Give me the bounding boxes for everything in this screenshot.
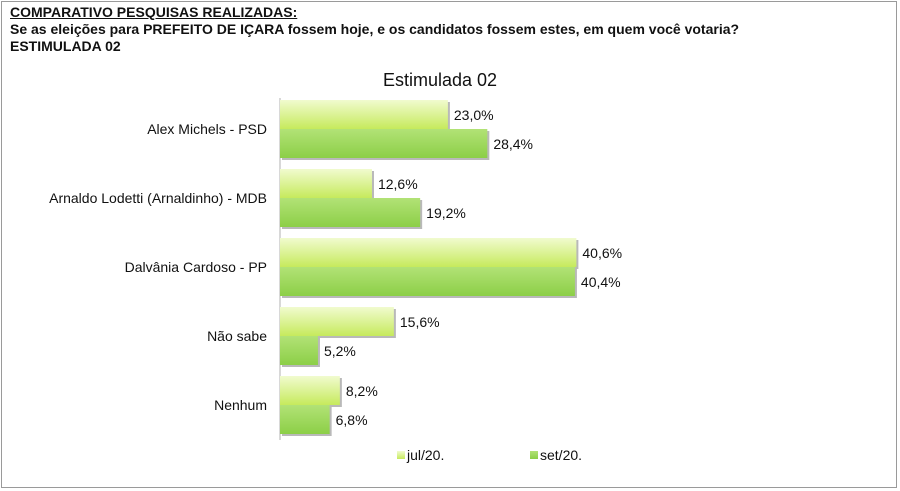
legend-swatch-set — [530, 451, 538, 459]
data-label: 8,2% — [346, 383, 378, 399]
data-label: 12,6% — [378, 176, 418, 192]
data-label: 40,6% — [582, 245, 622, 261]
data-label: 5,2% — [324, 343, 356, 359]
category-label: Nenhum — [214, 397, 267, 413]
category-label: Alex Michels - PSD — [147, 121, 267, 137]
bar-jul — [280, 238, 577, 267]
bar-set — [280, 405, 330, 434]
category-label: Arnaldo Lodetti (Arnaldinho) - MDB — [49, 190, 267, 206]
bar-jul — [280, 307, 394, 336]
data-label: 6,8% — [336, 412, 368, 428]
bar-set — [280, 198, 421, 227]
report-heading: COMPARATIVO PESQUISAS REALIZADAS: — [10, 4, 298, 20]
bar-jul — [280, 100, 448, 129]
survey-type: ESTIMULADA 02 — [10, 38, 121, 54]
data-label: 28,4% — [493, 136, 533, 152]
bar-jul — [280, 169, 372, 198]
data-label: 19,2% — [426, 205, 466, 221]
chart-title: Estimulada 02 — [383, 70, 497, 90]
bar-set — [280, 129, 488, 158]
category-label: Não sabe — [207, 328, 267, 344]
data-label: 15,6% — [400, 314, 440, 330]
data-label: 40,4% — [581, 274, 621, 290]
bar-set — [280, 336, 318, 365]
bar-jul — [280, 376, 340, 405]
survey-question: Se as eleições para PREFEITO DE IÇARA fo… — [10, 21, 740, 37]
legend-label-set: set/20. — [540, 447, 582, 463]
category-label: Dalvânia Cardoso - PP — [125, 259, 267, 275]
legend-label-jul: jul/20. — [406, 447, 444, 463]
report-header: COMPARATIVO PESQUISAS REALIZADAS: Se as … — [10, 4, 870, 55]
legend-swatch-jul — [397, 451, 405, 459]
bar-set — [280, 267, 575, 296]
data-label: 23,0% — [454, 107, 494, 123]
